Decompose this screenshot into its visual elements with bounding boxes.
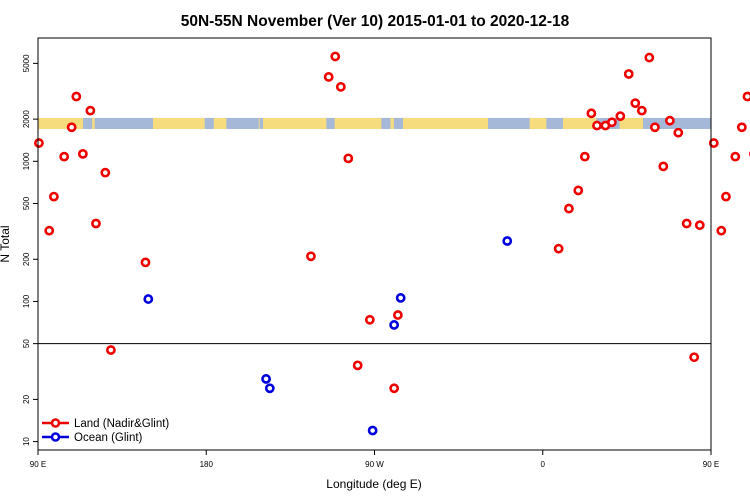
- ocean-point: [143, 294, 154, 304]
- land-point: [91, 218, 101, 229]
- x-axis-label: Longitude (deg E): [326, 477, 421, 491]
- land-point: [673, 127, 684, 138]
- land-point: [140, 257, 151, 268]
- land-segment: [403, 117, 488, 130]
- x-tick-label: 90 W: [365, 460, 384, 469]
- land-point: [352, 360, 363, 371]
- y-axis-label: N Total: [0, 225, 12, 262]
- land-point: [586, 108, 597, 119]
- land-point: [66, 122, 77, 133]
- ocean-point: [395, 293, 406, 303]
- land-point: [658, 161, 669, 172]
- y-tick-label: 200: [22, 252, 31, 266]
- legend-land-marker: [50, 418, 61, 428]
- legend-land-label: Land (Nadir&Glint): [74, 418, 169, 430]
- ocean-series: [143, 236, 513, 436]
- land-segment: [334, 117, 382, 130]
- land-point: [77, 148, 88, 159]
- land-point: [564, 203, 574, 214]
- ocean-point: [502, 236, 513, 246]
- legend-ocean-marker: [50, 432, 61, 442]
- land-point: [59, 151, 70, 162]
- land-point: [636, 105, 647, 116]
- y-tick-label: 20: [22, 394, 31, 403]
- ocean-point: [367, 425, 378, 436]
- land-point: [389, 383, 400, 394]
- land-segment: [92, 117, 95, 130]
- y-tick-label: 1000: [22, 152, 31, 170]
- y-tick-label: 5000: [22, 54, 31, 72]
- x-tick-label: 90 E: [30, 460, 46, 469]
- land-segment: [258, 117, 260, 130]
- land-point: [592, 120, 602, 131]
- land-point: [343, 153, 354, 164]
- axis-ticks: 90 E 180 90 W 0 90 E 10 20 50 100 200 500 1000 2000 5…: [22, 54, 719, 469]
- land-point: [48, 191, 59, 202]
- data-points: [34, 51, 750, 436]
- land-point: [364, 314, 375, 325]
- land-ocean-band: [38, 117, 711, 130]
- land-point: [716, 225, 727, 236]
- land-segment: [529, 117, 547, 130]
- land-point: [106, 345, 116, 355]
- land-point: [44, 225, 55, 236]
- land-point: [730, 151, 741, 162]
- x-tick-label: 0: [541, 460, 546, 469]
- land-point: [100, 167, 111, 178]
- y-tick-label: 500: [22, 196, 31, 210]
- land-point: [650, 122, 660, 133]
- land-point: [694, 220, 705, 231]
- legend: Land (Nadir&Glint) Ocean (Glint): [42, 418, 169, 444]
- land-segment: [263, 117, 327, 130]
- land-point: [323, 72, 334, 82]
- land-segment: [563, 117, 597, 130]
- land-point: [71, 91, 82, 102]
- land-point: [85, 105, 96, 116]
- land-segment: [619, 117, 643, 130]
- land-series: [34, 51, 750, 394]
- land-segment: [390, 117, 394, 130]
- legend-ocean-label: Ocean (Glint): [74, 432, 143, 444]
- land-segment: [38, 117, 83, 130]
- land-point: [615, 111, 626, 122]
- land-point: [721, 191, 731, 202]
- land-point: [607, 117, 617, 128]
- land-point: [630, 98, 641, 109]
- land-point: [553, 243, 564, 254]
- land-point: [330, 51, 341, 62]
- chart-title: 50N-55N November (Ver 10) 2015-01-01 to …: [181, 13, 570, 30]
- land-point: [579, 151, 590, 162]
- x-tick-label: 90 E: [703, 460, 719, 469]
- y-tick-label: 2000: [22, 110, 31, 128]
- ocean-point: [264, 383, 275, 394]
- land-segment: [153, 117, 205, 130]
- land-point: [335, 81, 346, 92]
- y-tick-label: 100: [22, 294, 31, 308]
- land-point: [306, 251, 316, 262]
- land-point: [34, 138, 44, 148]
- land-point: [681, 218, 692, 229]
- land-point: [708, 138, 719, 148]
- land-point: [392, 310, 403, 320]
- land-segment: [213, 117, 227, 130]
- land-point: [742, 91, 750, 102]
- land-point: [736, 122, 747, 133]
- ocean-point: [389, 320, 400, 330]
- land-point: [623, 69, 634, 79]
- plot-frame: [37, 37, 712, 451]
- land-point: [573, 185, 584, 196]
- x-tick-label: 180: [200, 460, 214, 469]
- y-tick-label: 50: [22, 339, 31, 348]
- y-tick-label: 10: [22, 437, 31, 446]
- land-point: [689, 352, 700, 363]
- land-point: [644, 52, 655, 63]
- land-point: [664, 115, 675, 126]
- ocean-point: [261, 374, 271, 384]
